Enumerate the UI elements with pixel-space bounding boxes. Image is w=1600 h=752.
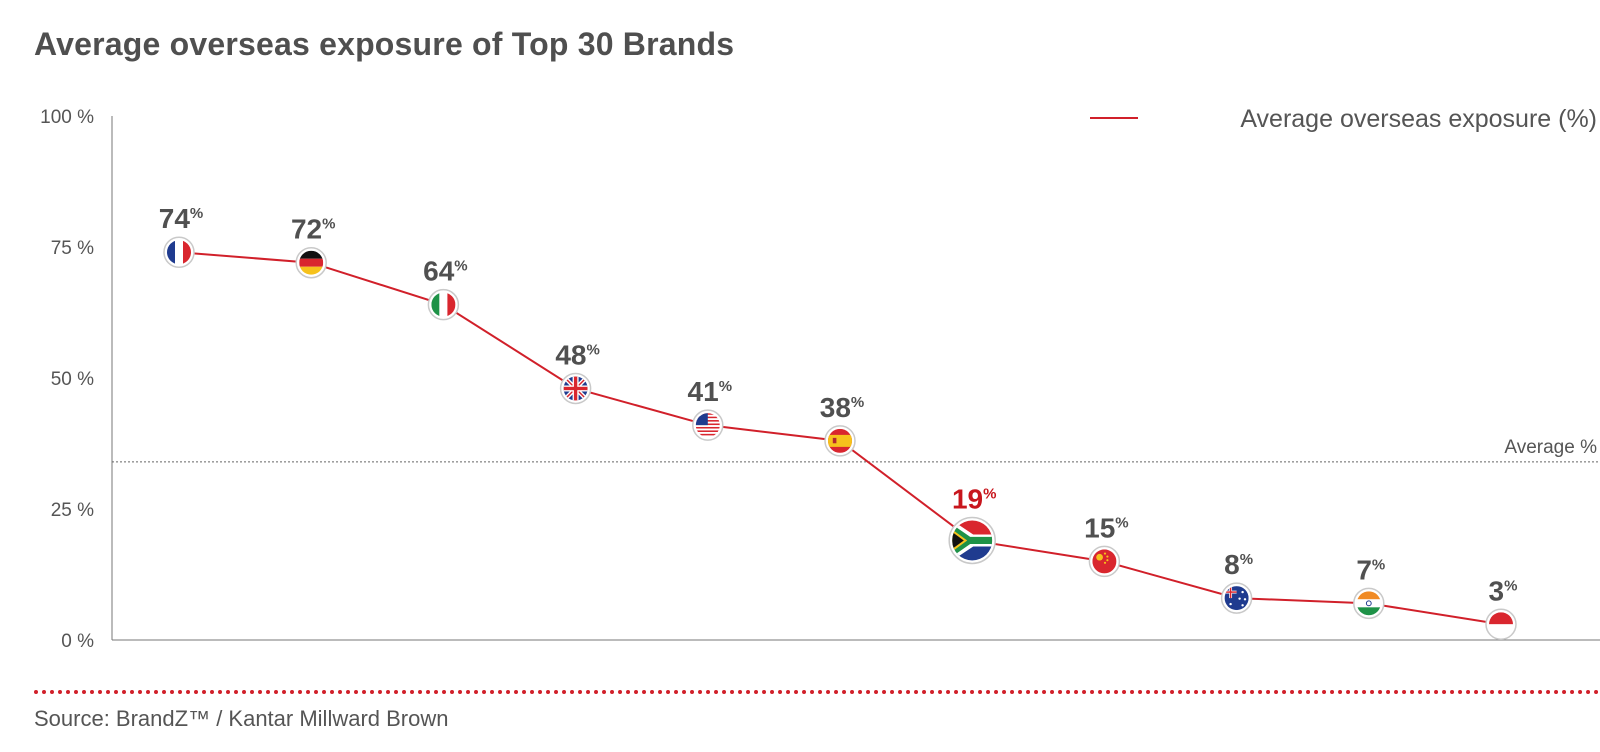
point-label-value: 72	[291, 214, 322, 245]
point-label-value: 8	[1224, 549, 1240, 580]
y-tick-label: 0 %	[61, 631, 94, 652]
point-label-value: 15	[1084, 512, 1115, 543]
point-label: 7%	[1356, 554, 1385, 585]
footer-divider	[34, 690, 1600, 694]
flag-indonesia-icon	[1485, 608, 1517, 641]
y-tick-label: 100 %	[40, 107, 94, 128]
flag-france-icon	[163, 236, 195, 268]
y-tick-label: 25 %	[51, 500, 94, 521]
point-label-unit: %	[1115, 514, 1128, 531]
point-label-value: 74	[159, 203, 191, 234]
point-label-unit: %	[719, 378, 732, 395]
point-label-unit: %	[322, 216, 335, 233]
point-label-unit: %	[983, 485, 996, 502]
point-label-unit: %	[587, 341, 600, 358]
point-label: 19%	[952, 483, 997, 514]
point-label-value: 38	[820, 392, 851, 423]
y-tick-label: 75 %	[51, 238, 94, 259]
point-label: 38%	[820, 392, 865, 423]
point-label-value: 7	[1356, 554, 1372, 585]
flag-germany-icon	[295, 246, 327, 279]
source-note: Source: BrandZ™ / Kantar Millward Brown	[34, 706, 449, 731]
point-label: 3%	[1489, 575, 1518, 606]
point-label-unit: %	[1372, 556, 1385, 573]
y-tick-label: 50 %	[51, 369, 94, 390]
chart-title: Average overseas exposure of Top 30 Bran…	[34, 26, 735, 62]
flag-italy-icon	[427, 288, 460, 321]
point-label-unit: %	[190, 205, 203, 222]
chart-area: 0 % 25 % 50 % 75 % 100 % Average % Average o…	[40, 105, 1600, 652]
point-label: 48%	[555, 339, 600, 370]
point-label: 74%	[159, 203, 204, 234]
flag-china-icon	[1088, 545, 1121, 578]
average-line-group: Average %	[112, 437, 1600, 463]
point-label-value: 64	[423, 256, 455, 287]
point-label-unit: %	[1240, 551, 1253, 568]
point-label-unit: %	[454, 258, 467, 275]
data-labels: 74% 72%64%48%41%38%19%15%8% 7%3%	[159, 203, 1518, 606]
flag-australia-icon	[1220, 582, 1253, 614]
flag-india-icon	[1353, 587, 1385, 620]
point-label: 64%	[423, 256, 468, 287]
point-label: 72%	[291, 214, 336, 245]
average-label: Average %	[1504, 437, 1597, 458]
legend-label: Average overseas exposure (%)	[1240, 105, 1597, 133]
point-label: 15%	[1084, 512, 1129, 543]
data-points	[163, 236, 1517, 641]
legend: Average overseas exposure (%)	[1090, 105, 1597, 133]
point-label-value: 41	[688, 376, 719, 407]
axes: 0 % 25 % 50 % 75 % 100 %	[40, 107, 1600, 652]
point-label-unit: %	[851, 394, 864, 411]
point-label: 41%	[688, 376, 733, 407]
flag-spain-icon	[824, 425, 856, 457]
flag-usa-icon	[692, 409, 724, 441]
point-label: 8%	[1224, 549, 1253, 580]
point-label-value: 48	[555, 339, 586, 370]
point-label-unit: %	[1504, 577, 1517, 594]
point-label-value: 19	[952, 483, 983, 514]
flag-south-africa-icon	[948, 516, 996, 565]
point-label-value: 3	[1489, 575, 1505, 606]
flag-uk-icon	[559, 372, 592, 405]
